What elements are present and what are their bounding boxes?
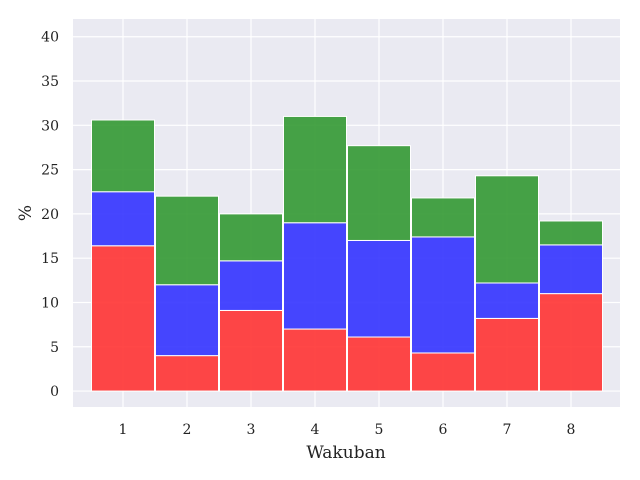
bar-segment (347, 336, 411, 392)
x-tick-label: 6 (439, 422, 448, 438)
y-tick-label: 40 (41, 30, 59, 46)
bar-segment (155, 355, 219, 392)
y-tick-label: 15 (41, 251, 59, 267)
bar-segment (539, 293, 603, 392)
bar-segment (347, 239, 411, 338)
bar-segment (219, 213, 283, 262)
bar-segment (91, 245, 155, 392)
bar-segment (91, 119, 155, 193)
bar-segment (411, 197, 475, 238)
y-axis-label: % (16, 205, 36, 221)
bars (91, 115, 603, 392)
bar-segment (283, 328, 347, 392)
bar-segment (155, 284, 219, 357)
bar-segment (475, 282, 539, 319)
x-tick-label: 3 (247, 422, 256, 438)
bar-segment (91, 191, 155, 247)
bar-segment (539, 244, 603, 295)
bar-segment (411, 236, 475, 354)
y-tick-label: 10 (41, 295, 59, 311)
bar-segment (155, 195, 219, 286)
bar-segment (219, 260, 283, 311)
bar-segment (411, 352, 475, 392)
y-tick-label: 20 (41, 207, 59, 223)
bar-segment (475, 317, 539, 392)
y-tick-label: 0 (50, 384, 59, 400)
bar-segment (219, 309, 283, 392)
bar-segment (283, 115, 347, 224)
y-tick-label: 5 (50, 340, 59, 356)
x-tick-labels: 1 2 3 4 5 6 7 8 (119, 422, 576, 438)
x-tick-label: 5 (375, 422, 384, 438)
y-tick-label: 35 (41, 74, 59, 90)
bar-segment (539, 220, 603, 246)
x-tick-label: 2 (183, 422, 192, 438)
x-tick-label: 7 (503, 422, 512, 438)
bar-segment (347, 145, 411, 241)
x-axis-label: Wakuban (306, 443, 385, 463)
y-tick-labels: 0 5 10 15 20 25 30 35 40 (41, 30, 59, 400)
bar-segment (283, 222, 347, 330)
bar-segment (475, 175, 539, 284)
x-tick-label: 8 (567, 422, 576, 438)
y-tick-label: 25 (41, 163, 59, 179)
x-tick-label: 4 (311, 422, 320, 438)
y-tick-label: 30 (41, 118, 59, 134)
x-tick-label: 1 (119, 422, 128, 438)
